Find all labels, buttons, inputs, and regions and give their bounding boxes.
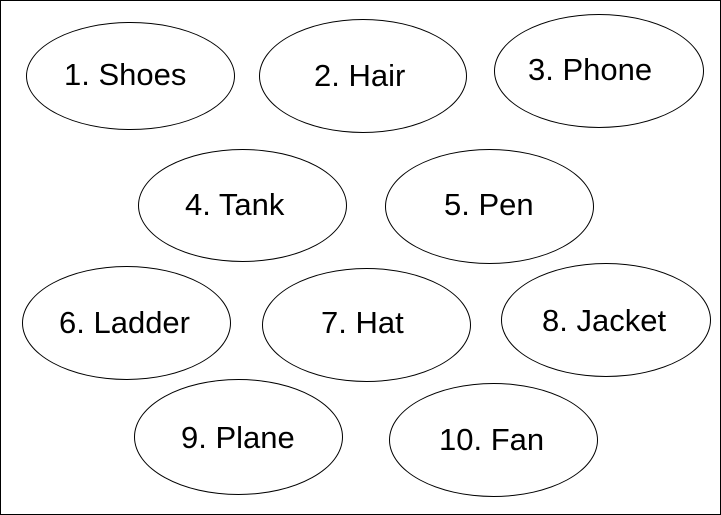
item-label-4: 4. Tank — [185, 187, 285, 222]
item-label-2: 2. Hair — [314, 58, 406, 93]
item-bubble-3 — [494, 14, 704, 128]
item-label-7: 7. Hat — [321, 305, 404, 340]
item-label-9: 9. Plane — [181, 420, 295, 455]
item-label-6: 6. Ladder — [59, 305, 190, 340]
item-bubble-1 — [26, 22, 235, 130]
item-label-8: 8. Jacket — [542, 303, 667, 338]
item-label-3: 3. Phone — [528, 52, 653, 87]
item-label-1: 1. Shoes — [64, 57, 187, 92]
item-bubble-2 — [259, 19, 467, 133]
item-label-5: 5. Pen — [444, 187, 534, 222]
item-bubble-4 — [138, 149, 347, 262]
item-bubble-5 — [385, 149, 594, 264]
item-label-10: 10. Fan — [439, 422, 545, 457]
item-bubble-6 — [22, 266, 231, 380]
item-bubble-10 — [389, 383, 598, 497]
item-bubble-9 — [134, 379, 343, 495]
item-bubble-7 — [262, 268, 471, 382]
item-bubble-8 — [501, 263, 711, 377]
